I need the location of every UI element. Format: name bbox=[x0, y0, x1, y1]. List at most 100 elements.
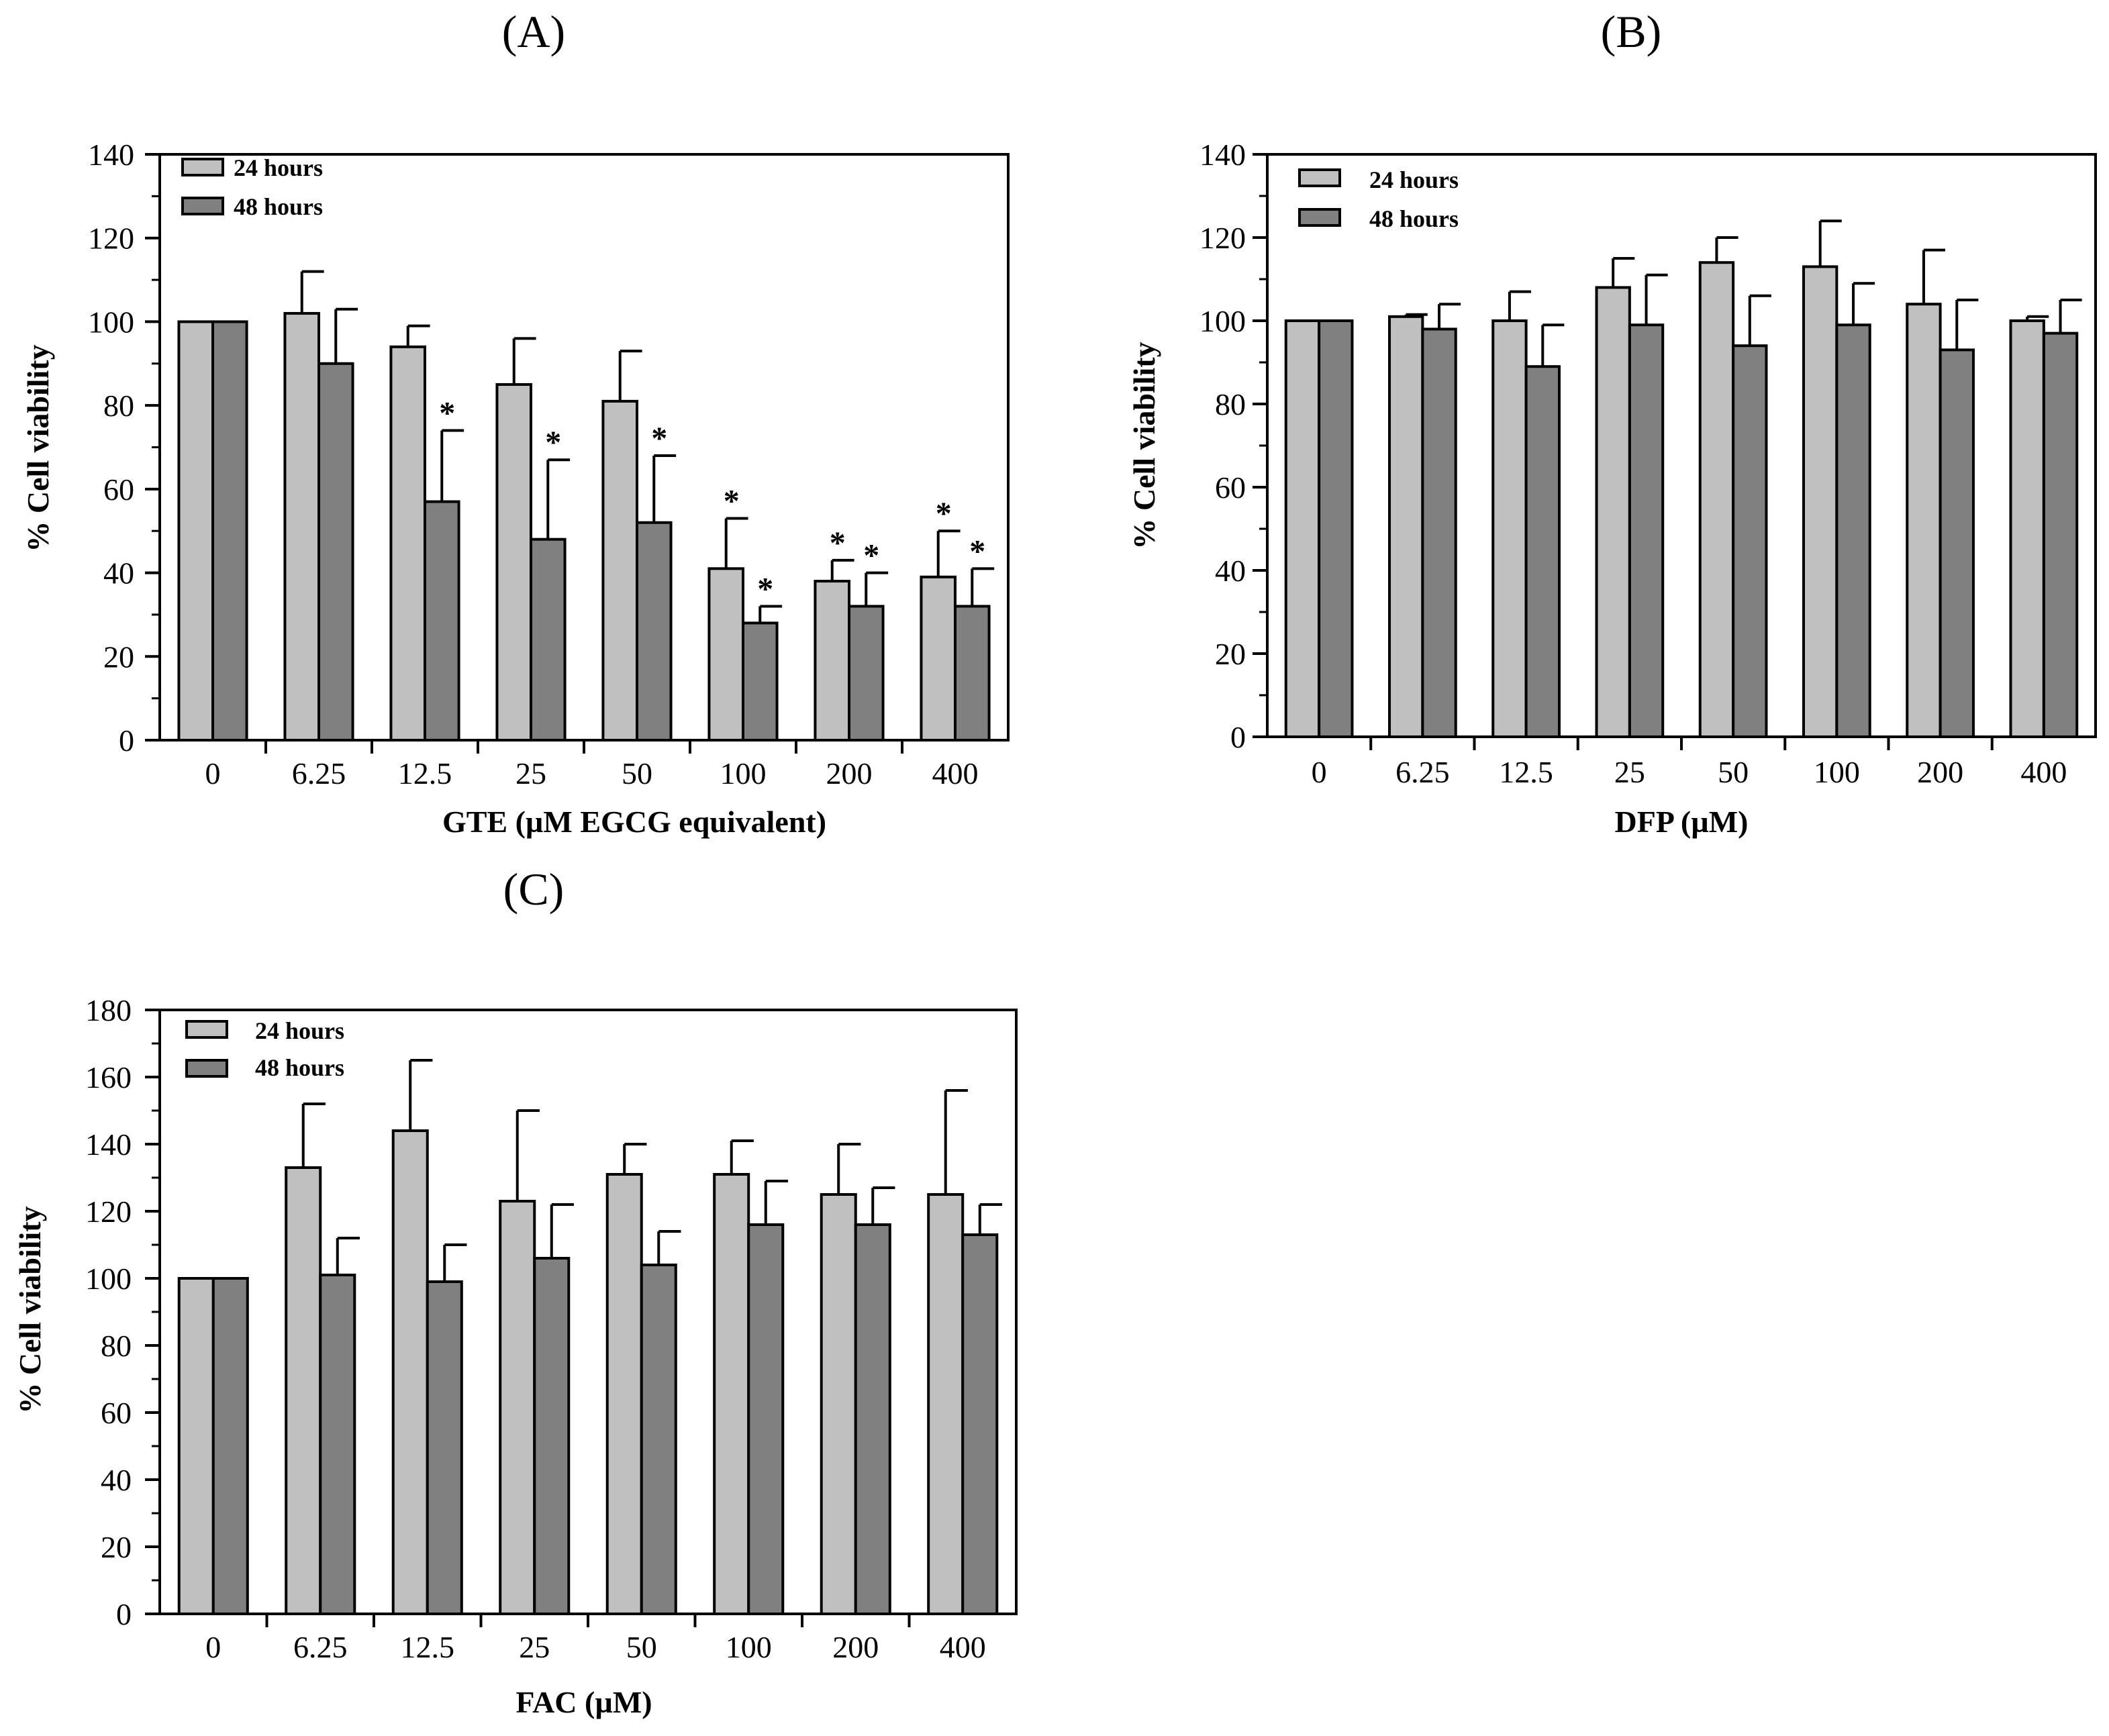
panel-c-y-tick-label: 180 bbox=[85, 993, 132, 1027]
panel-c-bar-48h bbox=[211, 1277, 249, 1615]
panel-c-y-tick-label: 120 bbox=[85, 1194, 132, 1229]
panel-c-x-tick-label: 200 bbox=[832, 1630, 879, 1664]
panel-c-plot-frame bbox=[158, 1009, 1018, 1615]
panel-a-x-tick-label: 50 bbox=[622, 756, 652, 790]
panel-a-bar-24h bbox=[177, 320, 215, 742]
panel-c: (C) FAC (µM) % Cell viability 24 hours 4… bbox=[13, 864, 1018, 1719]
panel-b-bar-48h bbox=[1835, 323, 1871, 738]
panel-a-significance-marker: * bbox=[651, 421, 667, 456]
panel-b-bar-24h bbox=[1906, 303, 1942, 738]
panel-b: (B) DFP (µM) % Cell viability 24 hours 4… bbox=[1127, 6, 2097, 839]
panel-c-bar-24h bbox=[177, 1277, 215, 1615]
panel-a-plot: 0 20 40 60 80 100 120 140 0 6.25 * 12.5 * 25 * 50 * * 100 *… bbox=[88, 138, 1010, 790]
panel-b-bar-24h bbox=[1284, 319, 1321, 738]
panel-b-bar-48h bbox=[1421, 327, 1457, 738]
panel-a-y-tick-label: 0 bbox=[119, 723, 134, 758]
panel-a-significance-marker: * bbox=[969, 533, 985, 569]
panel-c-label: (C) bbox=[503, 864, 565, 915]
panel-b-bar-48h bbox=[1628, 323, 1665, 738]
panel-a-significance-marker: * bbox=[936, 496, 952, 531]
panel-c-bar-24h bbox=[391, 1129, 429, 1615]
panel-c-plot: 0 20 40 60 80 100 120 140 160 180 0 6.25 12.5 25 50 100… bbox=[85, 993, 1018, 1664]
panel-b-legend-swatch-24h bbox=[1298, 168, 1341, 187]
panel-a-bar-24h bbox=[389, 345, 427, 742]
panel-a-x-tick-label: 100 bbox=[720, 756, 767, 790]
panel-a-x-tick-label: 400 bbox=[932, 756, 979, 790]
panel-a-y-tick-label: 140 bbox=[88, 138, 134, 172]
panel-c-legend-swatch-48h bbox=[185, 1059, 228, 1078]
panel-b-bar-24h bbox=[1698, 261, 1735, 738]
panel-b-bar-48h bbox=[1939, 348, 1975, 738]
panel-c-y-tick-label: 0 bbox=[116, 1597, 132, 1631]
panel-c-x-tick-label: 12.5 bbox=[401, 1630, 455, 1664]
panel-c-x-tick-label: 0 bbox=[205, 1630, 221, 1664]
panel-a-bar-48h bbox=[954, 605, 991, 742]
panel-a-bar-48h bbox=[742, 621, 779, 742]
panel-c-bar-48h bbox=[426, 1280, 463, 1615]
panel-a-y-tick-label: 60 bbox=[103, 472, 134, 507]
panel-a-significance-marker: * bbox=[545, 425, 561, 460]
panel-a-x-tick-label: 6.25 bbox=[292, 756, 346, 790]
panel-c-x-tick-label: 400 bbox=[940, 1630, 986, 1664]
panel-a-y-tick-label: 100 bbox=[88, 305, 134, 339]
panel-a-legend-swatch-24h bbox=[181, 158, 224, 176]
panel-c-legend-label-24h: 24 hours bbox=[255, 1017, 344, 1044]
panel-c-y-tick-label: 20 bbox=[101, 1530, 132, 1564]
panel-a-x-tick-label: 12.5 bbox=[398, 756, 452, 790]
panel-b-legend-swatch-48h bbox=[1298, 208, 1341, 227]
panel-b-y-tick-label: 0 bbox=[1230, 720, 1246, 754]
panel-c-bar-48h bbox=[854, 1223, 891, 1615]
panel-b-x-tick-label: 6.25 bbox=[1395, 755, 1450, 789]
panel-b-bar-24h bbox=[1388, 315, 1424, 738]
panel-a-y-tick-label: 40 bbox=[103, 556, 134, 591]
panel-c-bar-24h bbox=[927, 1193, 965, 1615]
panel-a-bar-24h bbox=[814, 580, 850, 742]
panel-b-x-tick-label: 200 bbox=[1917, 755, 1963, 789]
panel-c-bar-24h bbox=[713, 1173, 750, 1615]
panel-b-y-tick-label: 20 bbox=[1215, 637, 1246, 671]
panel-a-bar-24h bbox=[495, 382, 533, 742]
panel-a-y-axis-title: % Cell viability bbox=[21, 344, 55, 552]
panel-a-bar-24h bbox=[920, 575, 957, 742]
panel-b-x-tick-label: 0 bbox=[1312, 755, 1327, 789]
panel-a-y-tick-label: 80 bbox=[103, 389, 134, 423]
panel-a-x-axis-title: GTE (µM EGCG equivalent) bbox=[442, 805, 826, 839]
panel-a-significance-marker: * bbox=[830, 525, 846, 561]
panel-b-bar-48h bbox=[2042, 331, 2079, 739]
panel-c-y-axis-title: % Cell viability bbox=[13, 1206, 47, 1413]
panel-a-bar-48h bbox=[211, 320, 248, 742]
panel-b-y-tick-label: 120 bbox=[1199, 221, 1246, 255]
panel-b-bar-48h bbox=[1732, 344, 1768, 738]
panel-b-x-axis-title: DFP (µM) bbox=[1615, 805, 1749, 839]
panel-c-x-tick-label: 6.25 bbox=[293, 1630, 348, 1664]
panel-c-y-tick-label: 40 bbox=[101, 1463, 132, 1497]
panel-c-x-axis-title: FAC (µM) bbox=[516, 1685, 652, 1719]
panel-b-plot-frame bbox=[1266, 153, 2097, 738]
panel-b-x-tick-label: 100 bbox=[1814, 755, 1860, 789]
panel-b-bar-48h bbox=[1318, 319, 1354, 738]
panel-a-significance-marker: * bbox=[439, 396, 455, 431]
panel-c-legend-label-48h: 48 hours bbox=[255, 1054, 344, 1081]
panel-c-y-tick-label: 60 bbox=[101, 1396, 132, 1430]
panel-b-y-tick-label: 40 bbox=[1215, 554, 1246, 588]
panel-b-y-tick-label: 100 bbox=[1199, 304, 1246, 338]
panel-b-bar-24h bbox=[2009, 319, 2045, 738]
panel-c-y-tick-label: 100 bbox=[85, 1262, 132, 1296]
panel-b-x-tick-label: 12.5 bbox=[1499, 755, 1553, 789]
panel-b-label: (B) bbox=[1601, 6, 1662, 57]
panel-b-y-axis-title: % Cell viability bbox=[1127, 342, 1161, 549]
panel-a-x-tick-label: 200 bbox=[826, 756, 873, 790]
panel-c-y-tick-label: 160 bbox=[85, 1060, 132, 1094]
panel-a-bar-24h bbox=[707, 567, 744, 742]
panel-c-x-tick-label: 25 bbox=[519, 1630, 550, 1664]
panel-c-bar-48h bbox=[533, 1257, 571, 1615]
panel-a-bar-24h bbox=[283, 311, 321, 742]
panel-c-bar-48h bbox=[319, 1274, 356, 1615]
panel-a-legend-label-48h: 48 hours bbox=[234, 193, 323, 220]
panel-c-bar-48h bbox=[747, 1223, 785, 1615]
panel-b-bar-48h bbox=[1524, 365, 1561, 738]
panel-b-legend-label-48h: 48 hours bbox=[1369, 205, 1459, 232]
panel-c-legend-swatch-24h bbox=[185, 1020, 228, 1039]
panel-c-x-tick-label: 100 bbox=[726, 1630, 772, 1664]
